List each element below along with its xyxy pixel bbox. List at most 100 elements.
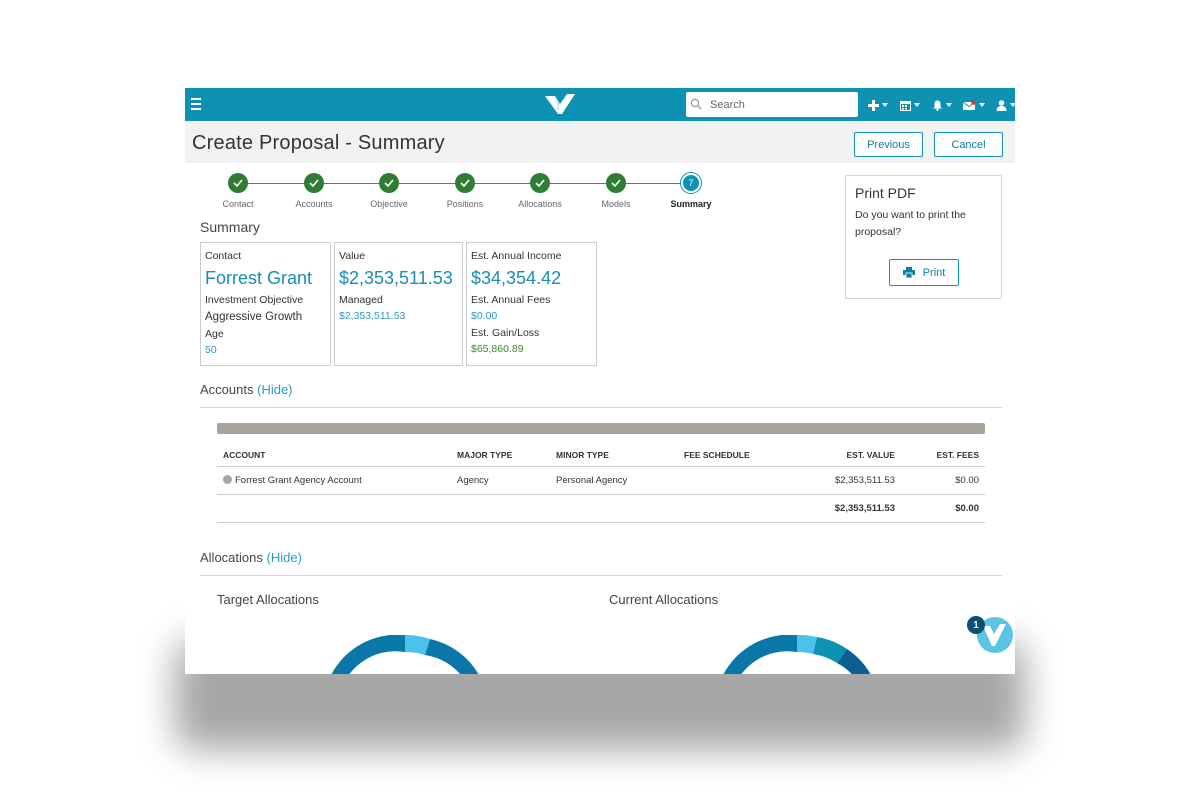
total-value-cell: $2,353,511.53	[778, 494, 901, 523]
print-pdf-title: Print PDF	[855, 185, 916, 201]
allocations-hide-link[interactable]: (Hide)	[266, 550, 302, 565]
income-card: Est. Annual Income $34,354.42 Est. Annua…	[466, 242, 597, 366]
table-row[interactable]: Forrest Grant Agency Account Agency Pers…	[217, 466, 985, 495]
step-label: Accounts	[295, 199, 333, 209]
accounts-divider	[200, 407, 1002, 408]
gain-loss-label: Est. Gain/Loss	[471, 327, 540, 339]
age-label: Age	[205, 328, 224, 340]
assistant-widget[interactable]: 1	[967, 616, 1015, 656]
step-label: Objective	[370, 199, 408, 209]
donut-segment	[723, 635, 797, 674]
check-icon	[228, 173, 248, 193]
current-allocations-donut[interactable]	[717, 635, 877, 674]
step-summary[interactable]: 7 Summary	[651, 172, 731, 209]
total-value: $2,353,511.53	[339, 268, 453, 288]
step-contact[interactable]: Contact	[198, 172, 278, 209]
donut-segment	[813, 637, 847, 663]
contact-name[interactable]: Forrest Grant	[205, 268, 313, 288]
check-icon	[455, 173, 475, 193]
value-card: Value $2,353,511.53 Managed $2,353,511.5…	[334, 242, 463, 366]
column-header[interactable]: MAJOR TYPE	[451, 444, 550, 467]
table-total-row: $2,353,511.53 $0.00	[217, 494, 985, 523]
check-icon	[379, 173, 399, 193]
minor-type-cell: Personal Agency	[550, 466, 678, 495]
app-window: Create Proposal - Summary Previous Cance…	[185, 88, 1015, 674]
step-accounts[interactable]: Accounts	[274, 172, 354, 209]
accounts-heading: Accounts (Hide)	[200, 382, 293, 397]
step-label: Contact	[222, 199, 254, 209]
donut-segment	[331, 635, 405, 674]
target-allocations-title: Target Allocations	[217, 592, 319, 607]
calendar-menu-button[interactable]	[900, 97, 920, 113]
step-number: 7	[681, 173, 701, 193]
donut-segment	[405, 635, 430, 655]
menu-icon[interactable]	[191, 98, 201, 110]
value-label: Value	[339, 250, 366, 262]
plus-icon	[868, 99, 879, 111]
bell-icon	[933, 100, 942, 111]
cancel-button[interactable]: Cancel	[934, 132, 1003, 157]
managed-value: $2,353,511.53	[339, 310, 406, 322]
brand-logo[interactable]	[545, 94, 575, 116]
step-models[interactable]: Models	[576, 172, 656, 209]
column-header[interactable]: ACCOUNT	[217, 444, 451, 467]
step-objective[interactable]: Objective	[349, 172, 429, 209]
summary-heading: Summary	[200, 219, 260, 235]
fee-schedule-cell	[678, 466, 778, 495]
account-cell: Forrest Grant Agency Account	[217, 466, 451, 495]
add-menu-button[interactable]	[868, 97, 888, 113]
allocations-title: Allocations	[200, 550, 263, 565]
table-header-row: ACCOUNT MAJOR TYPE MINOR TYPE FEE SCHEDU…	[217, 444, 985, 467]
accounts-hide-link[interactable]: (Hide)	[257, 382, 293, 397]
column-header[interactable]: EST. VALUE	[778, 444, 901, 467]
income-label: Est. Annual Income	[471, 250, 562, 262]
search-input[interactable]	[708, 95, 852, 115]
user-icon	[996, 99, 1007, 111]
print-question: Do you want to print the proposal?	[855, 209, 966, 238]
allocations-divider	[200, 575, 1002, 576]
assistant-logo-icon	[977, 617, 1013, 653]
column-header[interactable]: FEE SCHEDULE	[678, 444, 778, 467]
account-allocation-bar	[217, 423, 985, 434]
step-positions[interactable]: Positions	[425, 172, 505, 209]
donut-segment	[425, 639, 479, 674]
column-header[interactable]: EST. FEES	[901, 444, 985, 467]
est-value-cell: $2,353,511.53	[778, 466, 901, 495]
check-icon	[530, 173, 550, 193]
age-value: 50	[205, 344, 217, 356]
check-icon	[606, 173, 626, 193]
page-title: Create Proposal - Summary	[192, 132, 445, 154]
step-label: Positions	[446, 199, 484, 209]
print-button-label: Print	[922, 266, 946, 279]
account-name: Forrest Grant Agency Account	[235, 475, 362, 486]
search-box[interactable]	[686, 92, 858, 117]
est-fees-cell: $0.00	[901, 466, 985, 495]
step-label: Allocations	[518, 199, 562, 209]
page-header: Create Proposal - Summary Previous Cance…	[185, 121, 1015, 163]
notifications-menu-button[interactable]	[932, 97, 952, 113]
column-header[interactable]: MINOR TYPE	[550, 444, 678, 467]
print-button[interactable]: Print	[889, 259, 959, 286]
step-allocations[interactable]: Allocations	[500, 172, 580, 209]
donut-segment	[797, 635, 817, 654]
printer-icon	[902, 267, 915, 278]
donut-segment	[837, 649, 871, 674]
step-label: Models	[601, 199, 631, 209]
fees-value: $0.00	[471, 310, 498, 322]
notification-count-badge: 1	[967, 616, 985, 634]
check-icon	[304, 173, 324, 193]
messages-menu-button[interactable]	[963, 97, 985, 113]
contact-label: Contact	[205, 250, 242, 262]
mail-icon	[963, 99, 976, 110]
income-value: $34,354.42	[471, 268, 562, 288]
fees-label: Est. Annual Fees	[471, 294, 551, 306]
search-icon	[690, 98, 702, 110]
managed-label: Managed	[339, 294, 383, 306]
wizard-stepper: Contact Accounts Objective Positions All…	[185, 172, 805, 212]
target-allocations-donut[interactable]	[325, 635, 485, 674]
previous-button[interactable]: Previous	[854, 132, 923, 157]
user-menu-button[interactable]	[996, 97, 1015, 113]
objective-value: Aggressive Growth	[205, 311, 303, 323]
print-pdf-panel: Print PDF Do you want to print the propo…	[845, 175, 1002, 299]
current-allocations-title: Current Allocations	[609, 592, 719, 607]
